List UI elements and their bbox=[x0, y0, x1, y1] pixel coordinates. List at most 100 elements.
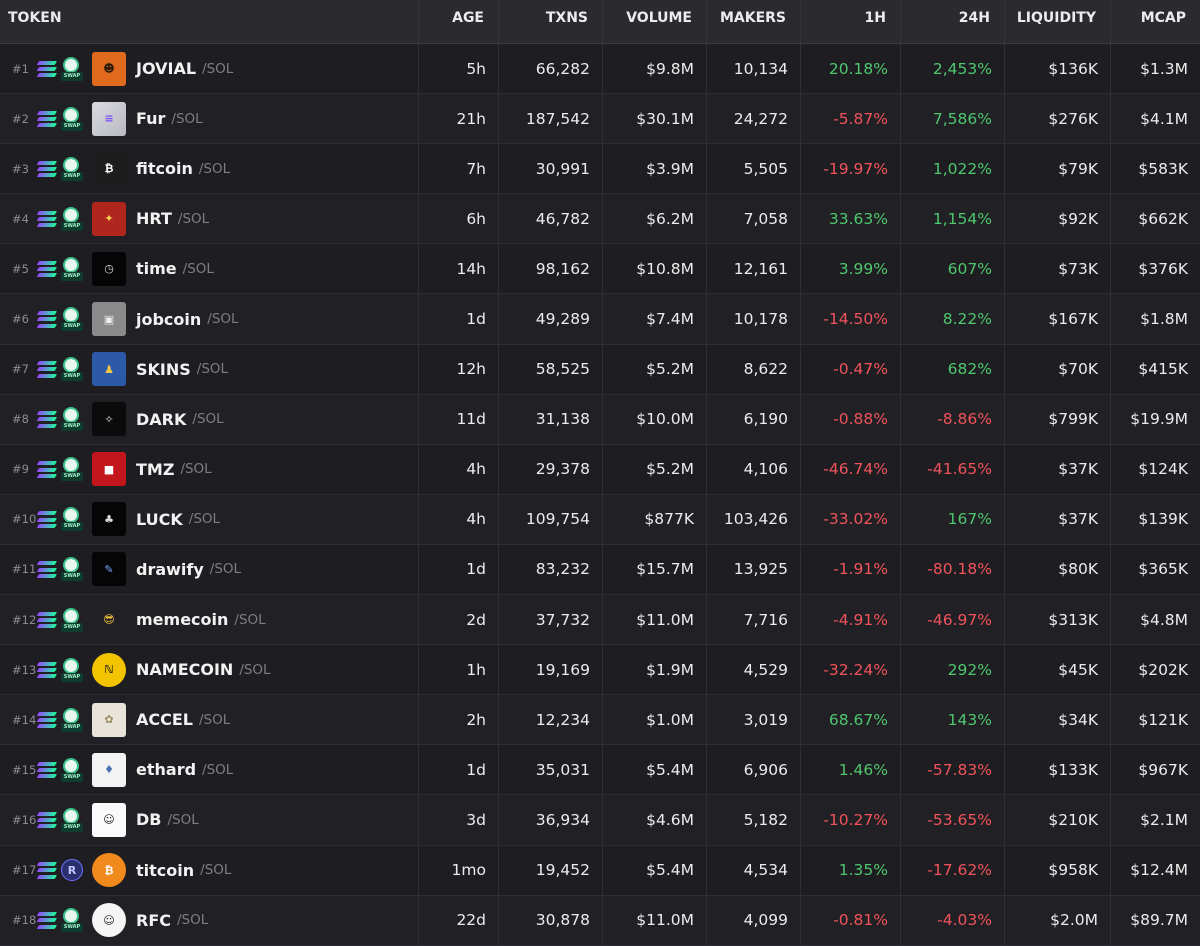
change-1h-cell: 1.35% bbox=[800, 845, 900, 895]
token-name[interactable]: titcoin bbox=[136, 860, 195, 880]
token-name[interactable]: SKINS bbox=[136, 359, 191, 379]
swap-icon: SWAP bbox=[61, 357, 83, 382]
token-cell[interactable]: #12 SWAP 😎 memecoin/SOL bbox=[0, 595, 418, 644]
token-name[interactable]: time bbox=[136, 259, 177, 279]
column-header-makers[interactable]: MAKERS bbox=[706, 0, 800, 43]
token-cell[interactable]: #2 SWAP ≡ Fur/SOL bbox=[0, 94, 418, 143]
token-name[interactable]: HRT bbox=[136, 209, 172, 229]
age-cell: 4h bbox=[418, 494, 498, 544]
column-header-volume[interactable]: VOLUME bbox=[602, 0, 706, 43]
token-name[interactable]: NAMECOIN bbox=[136, 660, 234, 680]
table-row[interactable]: #6 SWAP ▣ jobcoin/SOL 1d 49,289 $7.4M 10,178 -14… bbox=[0, 294, 1200, 345]
mcap-cell: $415K bbox=[1110, 344, 1200, 394]
token-name[interactable]: memecoin bbox=[136, 610, 229, 630]
change-1h-cell: 3.99% bbox=[800, 244, 900, 294]
mcap-cell: $139K bbox=[1110, 494, 1200, 544]
table-row[interactable]: #15 SWAP ♦ ethard/SOL 1d 35,031 $5.4M 6,906 1.46… bbox=[0, 745, 1200, 796]
table-row[interactable]: #16 SWAP ☺ DB/SOL 3d 36,934 $4.6M 5,182 -10.27% -… bbox=[0, 795, 1200, 846]
table-row[interactable]: #13 SWAP ℕ NAMECOIN/SOL 1h 19,169 $1.9M 4,529 -3… bbox=[0, 645, 1200, 696]
change-24h-cell: -46.97% bbox=[900, 595, 1004, 645]
volume-cell: $11.0M bbox=[602, 895, 706, 945]
token-pair: /SOL bbox=[177, 912, 209, 929]
change-24h-cell: 8.22% bbox=[900, 294, 1004, 344]
table-row[interactable]: #7 SWAP ♟ SKINS/SOL 12h 58,525 $5.2M 8,622 -0.47… bbox=[0, 344, 1200, 395]
table-row[interactable]: #14 SWAP ✿ ACCEL/SOL 2h 12,234 $1.0M 3,019 68.67… bbox=[0, 695, 1200, 746]
column-header-liquidity[interactable]: LIQUIDITY bbox=[1004, 0, 1110, 43]
star-dark-logo: ✧ bbox=[92, 402, 126, 437]
token-pair: /SOL bbox=[177, 210, 210, 227]
solana-chain-icon bbox=[36, 160, 58, 177]
table-row[interactable]: #1 SWAP ☻ JOVIAL/SOL 5h 66,282 $9.8M 10,134 20.1… bbox=[0, 44, 1200, 95]
column-header-1h[interactable]: 1H bbox=[800, 0, 900, 43]
txns-cell: 30,878 bbox=[498, 895, 602, 945]
token-name[interactable]: ethard bbox=[136, 760, 197, 780]
column-header-token[interactable]: TOKEN bbox=[8, 9, 62, 26]
accel-logo: ✿ bbox=[92, 702, 126, 737]
token-name[interactable]: JOVIAL bbox=[136, 59, 197, 79]
token-name[interactable]: fitcoin bbox=[136, 159, 193, 179]
token-cell[interactable]: #4 SWAP ✦ HRT/SOL bbox=[0, 194, 418, 243]
makers-cell: 103,426 bbox=[706, 494, 800, 544]
makers-cell: 7,058 bbox=[706, 194, 800, 244]
change-1h-cell: -33.02% bbox=[800, 494, 900, 544]
token-cell[interactable]: #15 SWAP ♦ ethard/SOL bbox=[0, 745, 418, 794]
token-cell[interactable]: #14 SWAP ✿ ACCEL/SOL bbox=[0, 695, 418, 744]
token-name[interactable]: TMZ bbox=[136, 459, 175, 479]
token-name[interactable]: jobcoin bbox=[136, 309, 202, 329]
table-row[interactable]: #5 SWAP ◷ time/SOL 14h 98,162 $10.8M 12,161 3.99… bbox=[0, 244, 1200, 295]
table-row[interactable]: #9 SWAP ■ TMZ/SOL 4h 29,378 $5.2M 4,106 -46.74% -… bbox=[0, 444, 1200, 495]
table-row[interactable]: #11 SWAP ✎ drawify/SOL 1d 83,232 $15.7M 13,925-… bbox=[0, 544, 1200, 596]
mcap-cell: $89.7M bbox=[1110, 895, 1200, 945]
table-row[interactable]: #2 SWAP ≡ Fur/SOL 21h 187,542 $30.1M 24,272 -5.8… bbox=[0, 94, 1200, 145]
column-header-24h[interactable]: 24H bbox=[900, 0, 1004, 43]
volume-cell: $3.9M bbox=[602, 144, 706, 194]
token-cell[interactable]: #13 SWAP ℕ NAMECOIN/SOL bbox=[0, 645, 418, 694]
table-row[interactable]: #17 R ₿ titcoin/SOL 1mo 19,452 $5.4M 4,534 1.35%… bbox=[0, 845, 1200, 896]
table-row[interactable]: #12 SWAP 😎 memecoin/SOL 2d 37,732 $11.0M 7,716-… bbox=[0, 595, 1200, 646]
token-cell[interactable]: #1 SWAP ☻ JOVIAL/SOL bbox=[0, 44, 418, 93]
token-name[interactable]: RFC bbox=[136, 910, 171, 930]
token-cell[interactable]: #8 SWAP ✧ DARK/SOL bbox=[0, 395, 418, 444]
makers-cell: 10,134 bbox=[706, 44, 800, 94]
change-24h-cell: -4.03% bbox=[900, 895, 1004, 945]
token-cell[interactable]: #16 SWAP ☺ DB/SOL bbox=[0, 795, 418, 844]
token-pair: /SOL bbox=[234, 611, 266, 628]
swap-icon: SWAP bbox=[61, 106, 83, 131]
token-cell[interactable]: #7 SWAP ♟ SKINS/SOL bbox=[0, 345, 418, 394]
change-24h-cell: -17.62% bbox=[900, 845, 1004, 895]
column-header-mcap[interactable]: MCAP bbox=[1110, 0, 1200, 43]
table-row[interactable]: #4 SWAP ✦ HRT/SOL 6h 46,782 $6.2M 7,058 33.63% 1,… bbox=[0, 194, 1200, 245]
token-cell[interactable]: #5 SWAP ◷ time/SOL bbox=[0, 244, 418, 293]
token-pair: /SOL bbox=[188, 511, 221, 528]
makers-cell: 8,622 bbox=[706, 344, 800, 394]
token-name[interactable]: drawify bbox=[136, 559, 204, 579]
token-cell[interactable]: #3 SWAP ₿ fitcoin/SOL bbox=[0, 144, 418, 193]
token-name[interactable]: Fur bbox=[136, 109, 166, 129]
token-cell[interactable]: #18 SWAP ☺ RFC/SOL bbox=[0, 896, 418, 945]
rank-label: #4 bbox=[12, 211, 29, 226]
solana-chain-icon bbox=[36, 461, 58, 478]
solana-chain-icon bbox=[36, 561, 58, 578]
column-header-age[interactable]: AGE bbox=[418, 0, 498, 43]
token-name[interactable]: LUCK bbox=[136, 509, 183, 529]
table-row[interactable]: #3 SWAP ₿ fitcoin/SOL 7h 30,991 $3.9M 5,505 -19.… bbox=[0, 144, 1200, 195]
rank-label: #5 bbox=[12, 261, 29, 276]
rank-label: #8 bbox=[12, 412, 29, 427]
mcap-cell: $365K bbox=[1110, 544, 1200, 595]
token-cell[interactable]: #9 SWAP ■ TMZ/SOL bbox=[0, 445, 418, 494]
token-pair: /SOL bbox=[200, 862, 232, 879]
token-cell[interactable]: #11 SWAP ✎ drawify/SOL bbox=[0, 545, 418, 594]
table-row[interactable]: #10 SWAP ♣ LUCK/SOL 4h 109,754 $877K 103,426 -33… bbox=[0, 494, 1200, 545]
token-name[interactable]: DARK bbox=[136, 409, 187, 429]
table-row[interactable]: #18 SWAP ☺ RFC/SOL 22d 30,878 $11.0M 4,099 -0.81… bbox=[0, 895, 1200, 946]
column-header-txns[interactable]: TXNS bbox=[498, 0, 602, 43]
token-name[interactable]: ACCEL bbox=[136, 710, 193, 730]
token-cell[interactable]: #10 SWAP ♣ LUCK/SOL bbox=[0, 495, 418, 544]
age-cell: 14h bbox=[418, 244, 498, 294]
token-cell[interactable]: #6 SWAP ▣ jobcoin/SOL bbox=[0, 294, 418, 343]
token-name[interactable]: DB bbox=[136, 810, 162, 830]
solana-chain-icon bbox=[36, 511, 58, 528]
token-cell[interactable]: #17 R ₿ titcoin/SOL bbox=[0, 846, 418, 895]
table-row[interactable]: #8 SWAP ✧ DARK/SOL 11d 31,138 $10.0M 6,190 -0.88… bbox=[0, 394, 1200, 445]
makers-cell: 13,925 bbox=[706, 544, 800, 595]
